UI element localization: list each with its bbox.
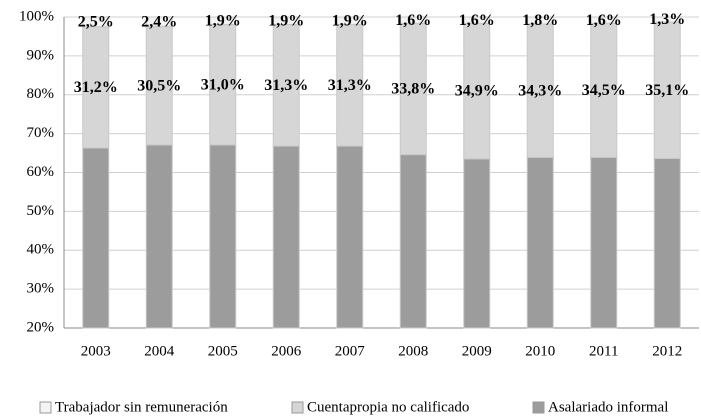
bar-segment	[82, 147, 110, 329]
y-tick-label: 80%	[27, 86, 55, 102]
bar-segment	[526, 16, 554, 25]
value-label: 1,9%	[332, 12, 368, 29]
value-label: 1,6%	[395, 12, 431, 29]
bar-segment	[209, 23, 237, 146]
bar-segment	[590, 22, 618, 158]
bar-segment	[463, 22, 491, 160]
y-tick-label: 90%	[27, 47, 55, 63]
x-tick-label: 2010	[525, 343, 555, 359]
value-label: 31,3%	[328, 77, 372, 94]
legend-swatch	[291, 401, 304, 414]
legend-swatch	[532, 401, 545, 414]
value-label: 31,0%	[201, 76, 245, 93]
bar-segment	[399, 154, 427, 329]
x-tick-label: 2012	[652, 343, 682, 359]
bar-segment	[526, 23, 554, 158]
value-label: 2,5%	[78, 14, 114, 31]
value-label: 1,6%	[586, 12, 622, 29]
value-label: 1,9%	[268, 12, 304, 29]
value-label: 1,6%	[459, 12, 495, 29]
y-tick-label: 40%	[27, 242, 55, 258]
value-label: 31,3%	[264, 77, 308, 94]
y-tick-label: 100%	[19, 8, 54, 24]
bar-segment	[209, 16, 237, 25]
bar-segment	[590, 16, 618, 24]
x-tick-label: 2006	[271, 343, 302, 359]
y-tick-label: 30%	[27, 281, 55, 297]
legend-label: Asalariado informal	[548, 399, 668, 415]
y-tick-label: 60%	[27, 164, 55, 180]
bar-segment	[145, 16, 173, 27]
x-tick-label: 2009	[462, 343, 492, 359]
x-tick-label: 2005	[208, 343, 238, 359]
x-tick-label: 2004	[144, 343, 175, 359]
x-tick-label: 2011	[589, 343, 618, 359]
value-label: 1,9%	[205, 12, 241, 29]
value-label: 30,5%	[137, 77, 181, 94]
legend-swatch	[39, 401, 52, 414]
bar-segment	[145, 25, 173, 146]
x-tick-label: 2007	[335, 343, 366, 359]
x-tick-label: 2003	[81, 343, 111, 359]
legend-label: Cuentapropia no calificado	[307, 399, 469, 415]
y-tick-label: 20%	[27, 319, 55, 335]
bar-segment	[272, 145, 300, 329]
bar-segment	[82, 16, 110, 28]
bar-segment	[590, 156, 618, 329]
bar-segment	[336, 145, 364, 329]
bar-segment	[336, 16, 364, 25]
bar-segment	[272, 23, 300, 147]
bar-segment	[399, 16, 427, 24]
value-label: 34,3%	[518, 82, 562, 99]
bar-segment	[463, 16, 491, 24]
value-label: 34,9%	[455, 83, 499, 100]
y-tick-label: 50%	[27, 203, 55, 219]
bar-segment	[209, 144, 237, 329]
value-label: 1,8%	[522, 12, 558, 29]
legend-label: Trabajador sin remuneración	[55, 399, 228, 415]
x-tick-label: 2008	[398, 343, 428, 359]
y-tick-label: 70%	[27, 125, 55, 141]
bar-segment	[653, 21, 681, 160]
bar-segment	[463, 158, 491, 329]
value-label: 31,2%	[74, 79, 118, 96]
bar-segment	[653, 158, 681, 329]
bar-segment	[526, 156, 554, 329]
value-label: 34,5%	[582, 82, 626, 99]
bar-segment	[272, 16, 300, 25]
value-label: 1,3%	[649, 11, 685, 28]
bar-segment	[82, 26, 110, 149]
value-label: 2,4%	[141, 13, 177, 30]
bar-segment	[653, 16, 681, 23]
value-label: 35,1%	[645, 82, 689, 99]
bar-segment	[145, 144, 173, 329]
value-label: 33,8%	[391, 81, 435, 98]
